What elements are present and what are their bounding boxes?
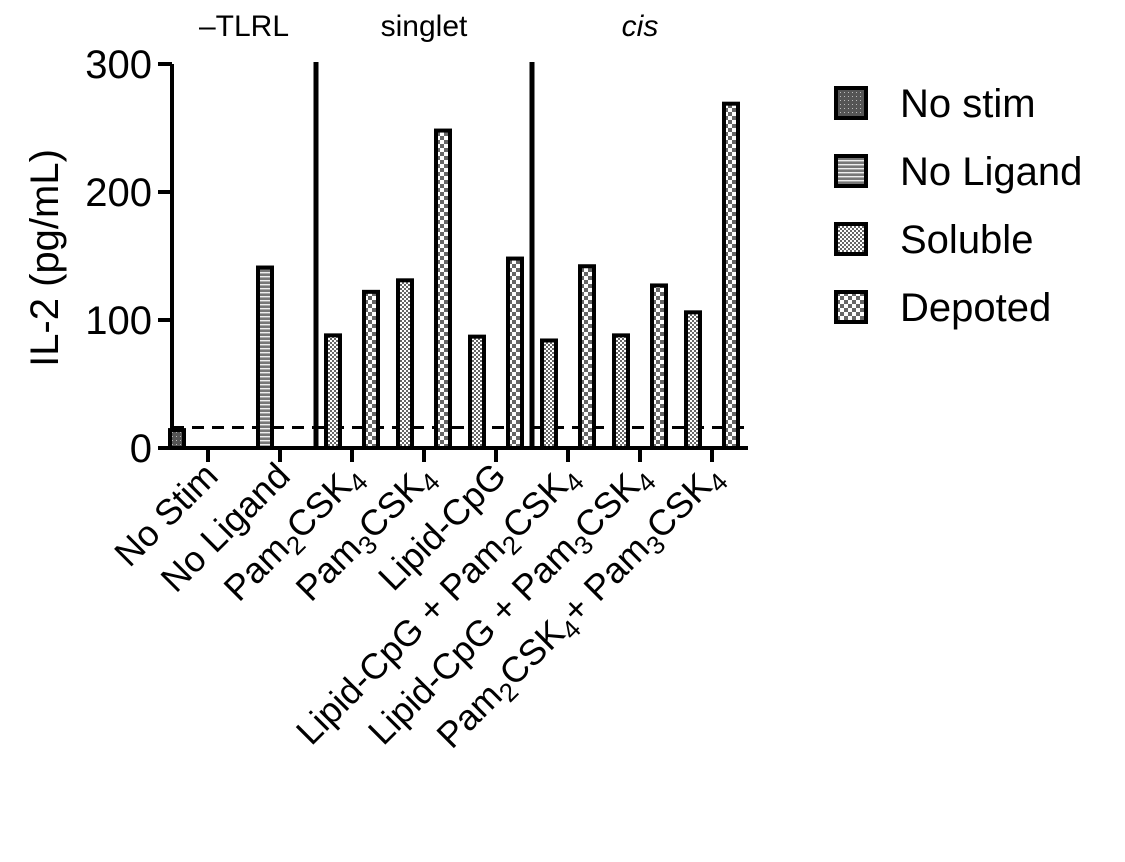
bar-soluble xyxy=(540,338,558,451)
y-tick-label: 100 xyxy=(85,299,152,343)
bar-noligand xyxy=(256,265,274,450)
legend-swatch-soluble xyxy=(834,222,868,256)
bar-soluble xyxy=(468,334,486,451)
y-tick-label: 200 xyxy=(85,171,152,215)
bars xyxy=(168,101,740,451)
bar-soluble xyxy=(396,278,414,450)
legend-label: Soluble xyxy=(900,218,1033,262)
bar-depoted xyxy=(362,289,380,450)
y-tick-label: 300 xyxy=(85,43,152,87)
group-label: singlet xyxy=(381,10,468,43)
y-axis: 0 100 200 300 xyxy=(85,43,174,471)
bar-depoted xyxy=(578,264,596,450)
legend-label: No stim xyxy=(900,82,1036,126)
y-tick-label: 0 xyxy=(130,427,152,471)
group-label: cis xyxy=(622,10,659,43)
bar-depoted xyxy=(434,128,452,450)
bar-soluble xyxy=(612,333,630,450)
group-label: –TLRL xyxy=(199,10,289,43)
legend-swatch-nostim xyxy=(834,86,868,120)
group-dividers xyxy=(313,62,535,448)
legend-swatch-depoted xyxy=(834,290,868,324)
group-labels: –TLRL singlet cis xyxy=(199,10,658,43)
bar-depoted xyxy=(650,283,668,450)
legend-swatch-noligand xyxy=(834,154,868,188)
legend: No stim No Ligand Soluble Depoted xyxy=(834,82,1082,330)
bar-soluble xyxy=(324,333,342,450)
bar-soluble xyxy=(684,310,702,450)
bar-nostim xyxy=(168,428,186,450)
y-axis-label: IL-2 (pg/mL) xyxy=(23,149,67,367)
legend-label: No Ligand xyxy=(900,150,1082,194)
bar-depoted xyxy=(506,256,524,450)
bar-depoted xyxy=(722,101,740,451)
legend-label: Depoted xyxy=(900,286,1051,330)
